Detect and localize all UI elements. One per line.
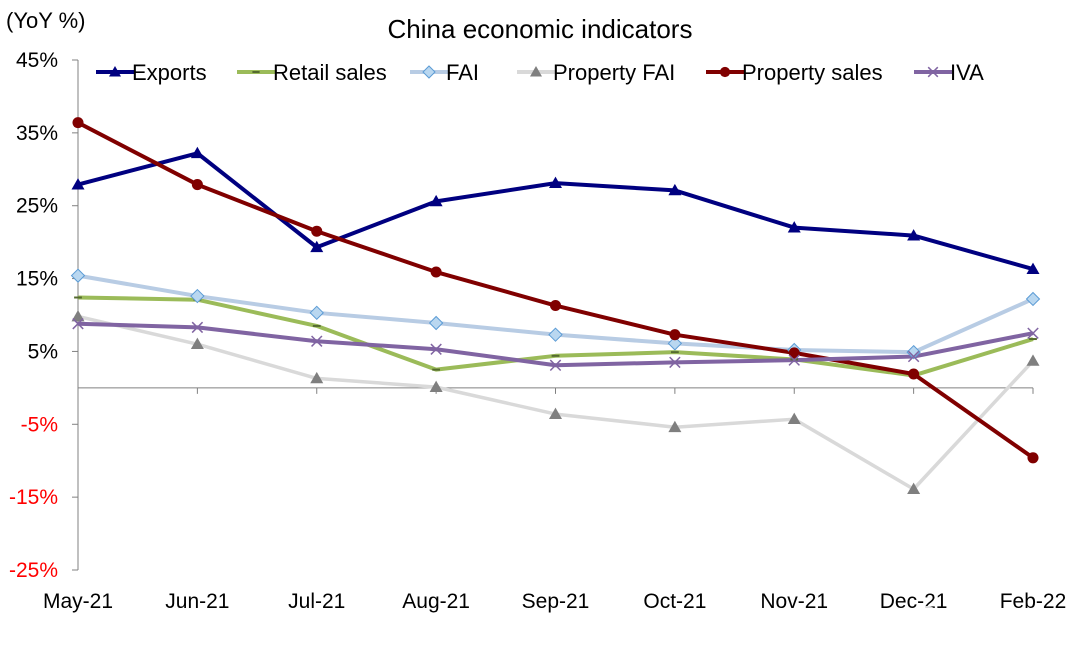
data-point-exports — [549, 176, 562, 189]
y-tick-label: 35% — [16, 122, 58, 145]
series-line-property-fai — [77, 314, 1035, 491]
chart-title: China economic indicators — [388, 14, 693, 44]
x-tick-label: Aug-21 — [402, 590, 470, 613]
legend-marker-property-fai — [530, 66, 542, 77]
legend-label-exports: Exports — [132, 60, 207, 85]
y-tick-label: 25% — [16, 195, 58, 218]
data-point-iva — [549, 359, 562, 372]
data-point-property-fai — [1026, 354, 1040, 366]
wechat-icon — [916, 605, 945, 627]
data-point-iva — [430, 343, 442, 355]
data-point-iva — [669, 356, 681, 369]
data-point-iva — [1027, 327, 1039, 339]
legend-label-iva: IVA — [950, 60, 984, 85]
data-point-fai — [70, 268, 86, 283]
y-tick-label: -15% — [9, 486, 58, 509]
x-tick-label: Nov-21 — [760, 590, 828, 613]
y-tick-label: -5% — [21, 413, 58, 436]
data-point-property-sales — [788, 347, 800, 359]
axes: 45% 35% 25% 15% 5% -5% -15% -25% May-21 Jun-21 Jul… — [9, 49, 1066, 613]
series-markers — [70, 117, 1041, 495]
data-point-property-fai — [668, 420, 682, 433]
y-tick-label: 5% — [28, 340, 58, 363]
series-line-exports — [77, 151, 1034, 272]
data-point-property-fai — [787, 412, 801, 425]
data-point-fai — [667, 336, 683, 351]
data-point-property-fai — [549, 407, 562, 419]
data-point-exports — [787, 221, 801, 233]
data-point-exports — [907, 229, 921, 241]
data-point-iva — [788, 354, 800, 366]
y-tick-label: 15% — [16, 268, 58, 291]
data-point-property-sales — [311, 225, 323, 237]
data-point-property-fai — [907, 482, 921, 495]
data-point-property-fai — [190, 337, 204, 350]
data-point-exports — [71, 178, 85, 190]
watermark: 中金策略 — [916, 599, 1048, 634]
legend-label-property-fai: Property FAI — [553, 60, 675, 85]
data-point-iva — [311, 335, 323, 347]
data-point-exports — [668, 183, 682, 196]
data-point-fai — [309, 305, 324, 321]
data-point-exports — [190, 146, 204, 159]
data-point-property-sales — [549, 300, 562, 312]
x-tick-label: May-21 — [43, 590, 113, 613]
data-point-fai — [190, 288, 205, 304]
x-tick-label: Jun-21 — [165, 590, 229, 613]
data-point-exports — [310, 240, 324, 253]
data-point-iva — [191, 321, 204, 334]
legend-marker-exports — [109, 66, 121, 77]
watermark-text: 中金策略 — [952, 606, 1048, 633]
data-point-property-sales — [908, 368, 920, 380]
legend-label-property-sales: Property sales — [742, 60, 883, 85]
y-tick-label: -25% — [9, 559, 58, 582]
data-point-fai — [548, 327, 563, 342]
data-point-iva — [72, 318, 84, 330]
data-point-property-sales — [191, 179, 203, 191]
data-point-property-sales — [72, 117, 84, 129]
x-tick-label: Feb-22 — [1000, 590, 1067, 613]
data-point-property-fai — [310, 371, 324, 384]
data-point-exports — [429, 194, 443, 207]
data-point-property-fai — [429, 380, 443, 393]
legend: Exports Retail sales FAI Property FAI Proper… — [96, 60, 984, 85]
x-tick-label: Oct-21 — [643, 590, 706, 613]
data-point-exports — [1026, 262, 1040, 274]
y-axis-label: (YoY %) — [6, 8, 86, 33]
data-point-property-fai — [71, 309, 85, 322]
x-tick-label: Jul-21 — [288, 590, 345, 613]
data-point-property-sales — [669, 329, 681, 341]
y-tick-label: 45% — [16, 49, 58, 72]
x-tick-label: Sep-21 — [522, 590, 590, 613]
data-point-fai — [428, 315, 444, 331]
data-point-property-sales — [1027, 452, 1039, 464]
legend-marker-iva — [927, 66, 939, 78]
data-point-fai — [1025, 291, 1041, 307]
legend-marker-fai — [422, 65, 436, 79]
data-point-iva — [907, 350, 920, 363]
legend-label-fai: FAI — [446, 60, 479, 85]
legend-label-retail-sales: Retail sales — [273, 60, 387, 85]
data-point-fai — [906, 344, 921, 360]
legend-marker-property-sales — [719, 66, 731, 78]
data-point-property-sales — [430, 266, 442, 278]
